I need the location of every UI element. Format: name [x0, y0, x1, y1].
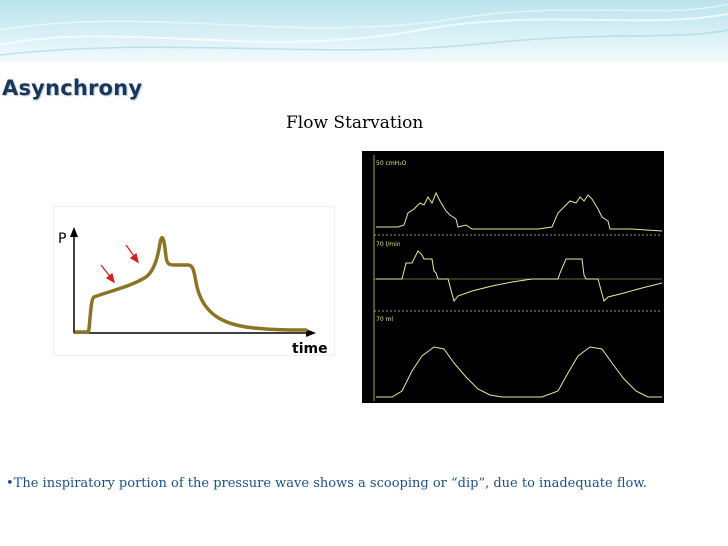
y-axis-label: P — [58, 231, 66, 247]
slide-subtitle: Flow Starvation — [286, 113, 424, 133]
dip-arrow-2 — [125, 244, 140, 264]
volume-scale-label: 70 ml — [376, 316, 393, 323]
dip-arrow-1 — [100, 264, 116, 284]
flow-trace — [376, 250, 663, 303]
ventilator-waveform-monitor: 50 cmH₂O 70 l/min 70 ml — [362, 151, 664, 403]
header-wave-decoration — [0, 3, 728, 56]
pressure-time-schematic: P time — [54, 207, 334, 357]
bullet-text: •The inspiratory portion of the pressure… — [6, 476, 648, 491]
slide-title: Asynchrony — [2, 76, 143, 100]
pressure-trace — [376, 191, 663, 232]
pressure-curve — [74, 236, 308, 334]
y-axis-arrowhead — [70, 227, 78, 237]
x-axis-label: time — [292, 341, 328, 355]
x-axis-arrowhead — [306, 329, 316, 337]
schematic-svg: P time — [58, 227, 328, 357]
monitor-svg: 50 cmH₂O 70 l/min 70 ml — [373, 155, 663, 401]
flow-scale-label: 70 l/min — [376, 241, 401, 248]
header-band — [0, 0, 728, 62]
pressure-scale-label: 50 cmH₂O — [376, 160, 407, 167]
volume-trace — [376, 346, 662, 398]
